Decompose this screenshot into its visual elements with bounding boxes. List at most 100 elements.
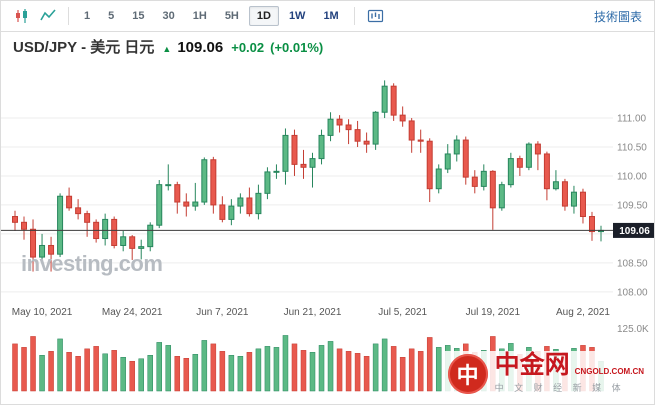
candle bbox=[498, 184, 505, 209]
volume-bar bbox=[93, 346, 99, 392]
instrument-title: USD/JPY - 美元 日元 bbox=[13, 39, 155, 56]
chart-panel-settings-icon[interactable] bbox=[362, 6, 389, 26]
investing-watermark: investing.com bbox=[21, 251, 163, 276]
y-axis-label: 108.00 bbox=[617, 287, 648, 298]
volume-bar bbox=[84, 348, 90, 392]
technical-chart-link[interactable]: 技術圖表 bbox=[593, 9, 642, 24]
volume-bar bbox=[381, 338, 388, 392]
interval-button-15[interactable]: 15 bbox=[124, 6, 152, 26]
candle bbox=[552, 181, 559, 190]
candle bbox=[309, 158, 316, 168]
interval-button-1H[interactable]: 1H bbox=[185, 6, 215, 26]
candle bbox=[21, 221, 28, 230]
candle bbox=[336, 118, 343, 126]
cngold-logo-tagline: 中 文 财 经 新 媒 体 bbox=[494, 383, 625, 393]
candle bbox=[489, 170, 496, 209]
candle bbox=[57, 195, 64, 255]
volume-bar bbox=[282, 335, 289, 392]
volume-bar bbox=[291, 343, 298, 392]
toolbar: 1 5 15 30 1H 5H 1D 1W 1M 技術圖表 bbox=[1, 1, 654, 32]
volume-bar bbox=[156, 342, 162, 392]
candle bbox=[75, 207, 82, 215]
candle bbox=[363, 140, 370, 145]
x-axis-labels: May 10, 2021 May 24, 2021 Jun 7, 2021 Jun 2… bbox=[12, 307, 611, 318]
volume-bar bbox=[336, 348, 343, 392]
interval-button-1[interactable]: 1 bbox=[76, 6, 98, 26]
volume-axis-label: 125.0K bbox=[617, 324, 649, 335]
candle bbox=[12, 216, 18, 223]
toolbar-divider bbox=[353, 7, 355, 25]
candle bbox=[444, 153, 451, 170]
volume-bar bbox=[273, 347, 280, 392]
interval-button-30[interactable]: 30 bbox=[155, 6, 183, 26]
instrument-header: USD/JPY - 美元 日元 ▲ 109.06 +0.02 (+0.01%) bbox=[1, 32, 654, 63]
candle bbox=[381, 85, 388, 113]
candlestick-chart[interactable]: 111.00110.50110.00109.50109.00108.50108.… bbox=[1, 63, 655, 405]
volume-bar bbox=[390, 346, 397, 392]
y-axis-label: 108.50 bbox=[617, 258, 648, 269]
candle bbox=[471, 176, 478, 187]
candle bbox=[399, 114, 406, 122]
interval-button-1M[interactable]: 1M bbox=[315, 6, 346, 26]
cngold-logo-name: 中金网 bbox=[494, 351, 570, 379]
volume-bar bbox=[264, 346, 271, 392]
interval-button-5[interactable]: 5 bbox=[100, 6, 122, 26]
interval-button-1D[interactable]: 1D bbox=[248, 6, 279, 26]
volume-bar bbox=[255, 348, 262, 392]
candlestick-chart-type-icon[interactable] bbox=[9, 6, 35, 26]
volume-bar bbox=[75, 356, 81, 392]
x-axis-label: May 24, 2021 bbox=[102, 307, 163, 318]
volume-bar bbox=[435, 347, 442, 392]
price-change-percent: (+0.01%) bbox=[270, 40, 324, 55]
candle bbox=[228, 205, 235, 220]
candle bbox=[318, 134, 325, 160]
chart-area[interactable]: 111.00110.50110.00109.50109.00108.50108.… bbox=[1, 63, 655, 405]
last-price: 109.06 bbox=[177, 39, 224, 56]
candle bbox=[129, 236, 136, 249]
y-axis-label: 109.50 bbox=[617, 200, 648, 211]
candle bbox=[408, 120, 415, 141]
volume-bar bbox=[39, 355, 45, 392]
volume-bar bbox=[219, 351, 226, 392]
x-axis-label: Jul 19, 2021 bbox=[466, 307, 521, 318]
line-chart-type-icon[interactable] bbox=[35, 6, 61, 26]
volume-bar bbox=[372, 343, 379, 392]
candle bbox=[300, 163, 307, 168]
candle bbox=[102, 218, 109, 240]
interval-buttons: 1 5 15 30 1H 5H 1D 1W 1M bbox=[76, 6, 347, 26]
volume-bar bbox=[246, 352, 253, 392]
candle bbox=[453, 139, 460, 155]
cngold-logo-icon: 中 bbox=[447, 353, 488, 394]
interval-button-1W[interactable]: 1W bbox=[281, 6, 314, 26]
x-axis-label: Jun 7, 2021 bbox=[196, 307, 249, 318]
svg-text:109.06: 109.06 bbox=[619, 226, 650, 237]
volume-bar bbox=[318, 345, 325, 392]
volume-bar bbox=[354, 353, 361, 392]
candle bbox=[147, 224, 154, 248]
candle bbox=[282, 134, 289, 172]
cngold-logo: 中 中金网 CNGOLD.COM.CN 中 文 财 经 新 媒 体 bbox=[443, 351, 648, 396]
volume-bar bbox=[408, 348, 415, 392]
x-axis-label: May 10, 2021 bbox=[12, 307, 73, 318]
candle bbox=[426, 140, 433, 190]
volume-bar bbox=[165, 345, 172, 392]
y-axis-label: 110.50 bbox=[617, 143, 647, 154]
volume-bar bbox=[237, 356, 244, 392]
volume-bar bbox=[147, 355, 153, 392]
candle bbox=[48, 244, 55, 255]
candle bbox=[435, 168, 442, 190]
interval-button-5H[interactable]: 5H bbox=[217, 6, 247, 26]
candle bbox=[417, 139, 424, 142]
volume-bar bbox=[129, 360, 135, 392]
candle bbox=[561, 181, 568, 207]
x-axis-label: Aug 2, 2021 bbox=[556, 307, 610, 318]
candle bbox=[111, 218, 118, 246]
volume-bar bbox=[174, 356, 181, 392]
volume-bar bbox=[12, 343, 18, 392]
candle bbox=[210, 159, 217, 206]
candle bbox=[246, 197, 253, 215]
x-axis-label: Jul 5, 2021 bbox=[378, 307, 427, 318]
volume-bar bbox=[102, 353, 108, 392]
volume-bar bbox=[309, 352, 316, 392]
